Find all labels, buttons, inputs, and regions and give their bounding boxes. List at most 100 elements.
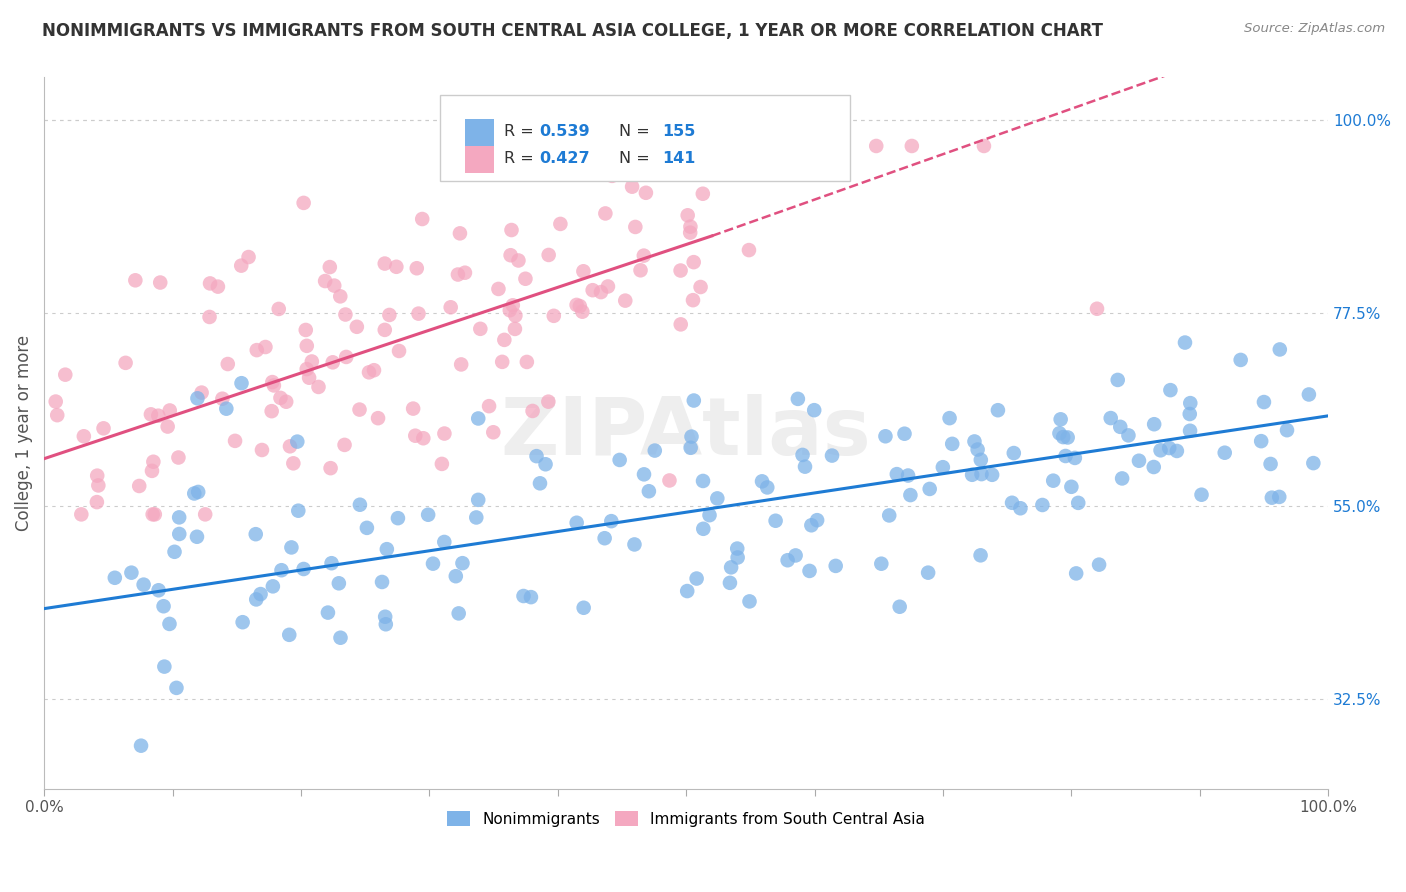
Point <box>1031 498 1053 512</box>
Point <box>447 268 470 282</box>
Point <box>245 527 267 541</box>
Point <box>786 392 808 406</box>
Point <box>738 243 761 257</box>
Point <box>516 355 538 369</box>
Point <box>1143 417 1166 432</box>
Point <box>159 403 181 417</box>
Point <box>388 343 411 358</box>
FancyBboxPatch shape <box>465 119 494 145</box>
Point <box>186 530 208 544</box>
Point <box>262 579 284 593</box>
Point <box>292 562 315 576</box>
Point <box>821 449 844 463</box>
Text: 155: 155 <box>662 124 695 139</box>
Point <box>893 426 915 441</box>
Point <box>1054 449 1077 463</box>
Point <box>897 468 920 483</box>
Point <box>194 508 217 522</box>
Point <box>70 508 93 522</box>
Point <box>508 253 530 268</box>
Point <box>374 617 396 632</box>
Point <box>970 453 993 467</box>
Point <box>765 514 787 528</box>
Point <box>335 350 357 364</box>
Point <box>889 599 911 614</box>
Point <box>156 419 179 434</box>
Point <box>706 491 728 506</box>
Point <box>45 394 67 409</box>
Point <box>283 456 305 470</box>
Point <box>537 248 560 262</box>
Point <box>614 293 637 308</box>
Point <box>917 566 939 580</box>
Text: 0.539: 0.539 <box>540 124 591 139</box>
Point <box>314 274 336 288</box>
Point <box>295 339 318 353</box>
Point <box>692 522 714 536</box>
Point <box>1099 411 1122 425</box>
Point <box>679 226 702 240</box>
Point <box>333 438 356 452</box>
Point <box>505 309 527 323</box>
Point <box>644 443 666 458</box>
Point <box>1253 395 1275 409</box>
Point <box>207 279 229 293</box>
Point <box>799 564 821 578</box>
Point <box>254 340 277 354</box>
Point <box>152 599 174 614</box>
Point <box>600 514 623 528</box>
Point <box>1180 396 1202 410</box>
Point <box>557 155 579 169</box>
Point <box>886 467 908 482</box>
Point <box>292 195 315 210</box>
Point <box>824 558 846 573</box>
Point <box>546 165 568 179</box>
Point <box>263 378 285 392</box>
Point <box>454 266 477 280</box>
Point <box>159 616 181 631</box>
Point <box>875 429 897 443</box>
Point <box>960 467 983 482</box>
Point <box>148 583 170 598</box>
Point <box>685 572 707 586</box>
Point <box>375 542 398 557</box>
Point <box>298 370 321 384</box>
Point <box>87 478 110 492</box>
Point <box>308 380 330 394</box>
Point <box>1052 430 1074 444</box>
Point <box>357 365 380 379</box>
Point <box>217 357 239 371</box>
Point <box>1159 441 1181 455</box>
Point <box>46 408 69 422</box>
Point <box>1298 387 1320 401</box>
Point <box>440 300 463 314</box>
Point <box>374 609 396 624</box>
Point <box>682 393 704 408</box>
Point <box>718 575 741 590</box>
Point <box>404 428 426 442</box>
Point <box>1268 490 1291 504</box>
Point <box>402 401 425 416</box>
Point <box>93 421 115 435</box>
Point <box>682 255 704 269</box>
Point <box>1260 457 1282 471</box>
Point <box>465 510 488 524</box>
Text: N =: N = <box>620 124 655 139</box>
Point <box>1149 443 1171 458</box>
Point <box>973 139 995 153</box>
Point <box>534 457 557 471</box>
Point <box>877 508 900 523</box>
Point <box>143 508 166 522</box>
Point <box>321 556 343 570</box>
Point <box>572 600 595 615</box>
Point <box>120 566 142 580</box>
Point <box>224 434 246 448</box>
Point <box>596 279 619 293</box>
Point <box>543 309 565 323</box>
Point <box>865 139 887 153</box>
Point <box>1049 426 1071 441</box>
Point <box>1063 450 1085 465</box>
Point <box>941 437 963 451</box>
Point <box>1067 496 1090 510</box>
Point <box>285 434 308 449</box>
